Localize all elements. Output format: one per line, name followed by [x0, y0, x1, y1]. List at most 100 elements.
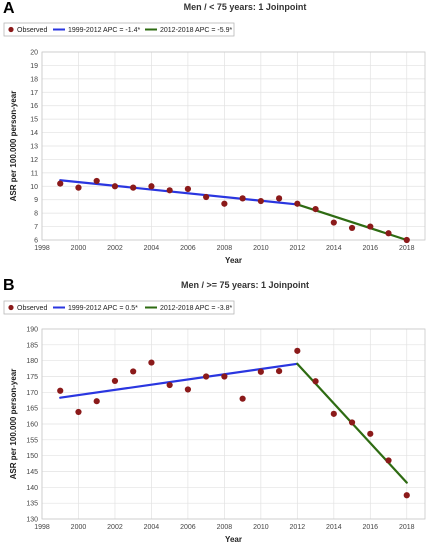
chart-b-observed-point: [221, 373, 228, 380]
chart-a-observed-point: [403, 236, 410, 244]
chart-a-xtick-label: 2010: [253, 245, 269, 252]
chart-a-observed-point: [111, 183, 119, 190]
chart-a-ytick-label: 7: [34, 224, 38, 231]
chart-b-xtick-label: 2004: [144, 524, 160, 531]
chart-b-ytick-label: 190: [26, 327, 38, 334]
chart-b-observed-point: [166, 381, 173, 389]
chart-b-xtick-label: 2010: [253, 524, 269, 531]
chart-a-observed-point: [367, 223, 374, 230]
chart-b-ytick-label: 165: [26, 406, 38, 413]
chart-a-ytick-label: 6: [34, 238, 38, 245]
chart-b-observed-point: [239, 395, 246, 402]
chart-a-observed-point: [57, 180, 64, 187]
chart-b-ytick-label: 140: [26, 485, 38, 492]
chart-b-ytick-label: 160: [26, 422, 38, 429]
chart-b-xtick-label: 2008: [217, 524, 233, 531]
chart-a-observed-point: [184, 185, 192, 193]
chart-b-title: Men / >= 75 years: 1 Joinpoint: [181, 280, 309, 290]
chart-a-xtick-label: 2018: [399, 245, 415, 252]
chart-a-observed-point: [130, 184, 137, 191]
chart-a-ytick-label: 12: [30, 157, 38, 164]
chart-a-observed-point: [75, 184, 82, 191]
chart-a-observed-point: [239, 195, 246, 202]
chart-b-legend-observed-marker: [8, 304, 14, 311]
chart-b-legend-observed-label: Observed: [17, 305, 47, 312]
chart-a-legend-seg2-label: 2012-2018 APC = -5.9*: [160, 27, 232, 34]
chart-a-ytick-label: 10: [30, 184, 38, 191]
chart-a-ytick-label: 19: [30, 63, 38, 70]
chart-a-legend-observed-marker: [8, 26, 14, 33]
chart-a-xtick-label: 2008: [217, 245, 233, 252]
chart-a-ytick-label: 11: [31, 170, 38, 177]
chart-a-xtick-label: 2004: [144, 245, 160, 252]
chart-a-legend-observed-label: Observed: [17, 27, 47, 34]
chart-a-observed-point: [312, 206, 319, 213]
chart-b-observed-point: [312, 378, 319, 385]
chart-b-xtick-label: 2002: [107, 524, 123, 531]
chart-b-ytick-label: 185: [26, 342, 38, 349]
panel-label-a: A: [3, 0, 15, 17]
chart-a-observed-point: [221, 200, 228, 207]
panel-label-b: B: [3, 277, 15, 294]
chart-b-plot-frame: [41, 328, 426, 520]
chart-a-xtick-label: 2014: [326, 245, 342, 252]
chart-a-observed-point: [148, 183, 155, 190]
chart-b-segment-1-line: [59, 362, 299, 399]
chart-b-observed-point: [57, 387, 64, 394]
chart-a-ytick-label: 13: [30, 144, 38, 151]
chart-b-ytick-label: 175: [26, 374, 38, 381]
chart-b-xtick-label: 2012: [290, 524, 306, 531]
chart-b-ytick-label: 180: [26, 358, 38, 365]
chart-b-ytick-label: 155: [26, 437, 38, 444]
chart-b-observed-point: [385, 457, 392, 464]
chart-b-ytick-label: 145: [26, 469, 38, 476]
chart-a-xtick-label: 2016: [362, 245, 378, 252]
chart-b-observed-point: [93, 398, 100, 405]
chart-b-legend-seg2-label: 2012-2018 APC = -3.8*: [160, 305, 232, 312]
chart-b-observed-point: [184, 386, 192, 393]
chart-a-observed-point: [294, 200, 301, 207]
chart-b-observed-point: [75, 408, 82, 416]
chart-b-ytick-label: 170: [26, 390, 38, 397]
chart-a-xtick-label: 2002: [107, 245, 123, 252]
chart-b: Men / >= 75 years: 1 Joinpoint Observed 19…: [3, 280, 426, 544]
chart-b-observed-point: [294, 347, 301, 354]
chart-a-title: Men / < 75 years: 1 Joinpoint: [184, 2, 307, 12]
chart-a-ytick-label: 8: [34, 211, 38, 218]
chart-a-ytick-label: 9: [34, 197, 38, 204]
chart-b-xtick-label: 2000: [71, 524, 87, 531]
chart-a-xtick-label: 2006: [180, 245, 196, 252]
chart-a-ytick-label: 15: [30, 117, 38, 124]
chart-b-ytick-label: 130: [26, 517, 38, 524]
chart-b-observed-point: [275, 368, 283, 375]
chart-a-xtick-label: 2012: [290, 245, 306, 252]
chart-b-xtick-label: 2014: [326, 524, 342, 531]
chart-a-segment-1-line: [59, 179, 299, 206]
chart-a-x-axis-label: Year: [225, 256, 242, 265]
chart-a-y-axis-label: ASR per 100.000 person-year: [9, 91, 18, 202]
chart-a-observed-point: [385, 230, 392, 237]
chart-b-observed-point: [203, 373, 210, 380]
chart-a-legend: Observed 1999-2012 APC = -1.4* 2012-2018 A…: [3, 22, 235, 37]
chart-b-y-axis-label: ASR per 100.000 person-year: [9, 369, 18, 480]
chart-b-xtick-label: 2006: [180, 524, 196, 531]
chart-b-observed-point: [367, 430, 374, 437]
chart-b-xtick-label: 2018: [399, 524, 415, 531]
chart-a-legend-box: [3, 22, 235, 37]
chart-a-xtick-label: 2000: [71, 245, 87, 252]
chart-b-xtick-label: 2016: [362, 524, 378, 531]
chart-a-ytick-label: 16: [30, 103, 38, 110]
chart-a-observed-point: [93, 177, 100, 185]
chart-a-observed-point: [203, 193, 210, 201]
chart-b-legend-seg1-label: 1999-2012 APC = 0.5*: [68, 305, 138, 312]
chart-b-ytick-label: 135: [26, 501, 38, 508]
chart-a-plot-frame: [41, 51, 426, 241]
chart-b-x-axis-label: Year: [225, 535, 242, 544]
chart-a-observed-point: [330, 219, 337, 226]
chart-a-ytick-label: 20: [30, 50, 38, 57]
chart-b-observed-point: [111, 377, 119, 385]
chart-a-observed-point: [348, 224, 356, 232]
chart-a-ytick-label: 18: [30, 76, 38, 83]
chart-b-legend-box: [3, 300, 235, 315]
